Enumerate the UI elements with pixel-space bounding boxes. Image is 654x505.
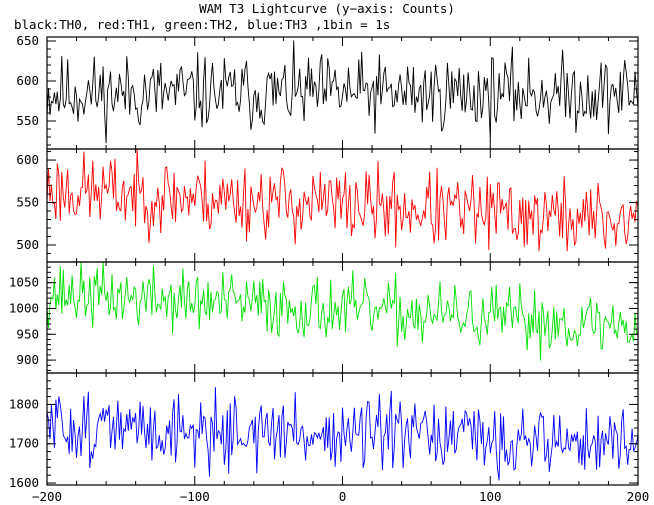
y-tick-label-th3: 1800 — [9, 396, 39, 411]
series-line-th0 — [46, 40, 639, 144]
y-tick-label-th0: 550 — [16, 113, 39, 128]
panel-frame-th2 — [46, 261, 639, 374]
y-tick-label-th1: 550 — [16, 195, 39, 210]
x-tick-label: −100 — [180, 489, 210, 504]
y-tick-label-th3: 1700 — [9, 436, 39, 451]
x-tick-label: 0 — [339, 489, 347, 504]
x-tick-label: −200 — [32, 489, 62, 504]
series-line-th2 — [46, 261, 639, 361]
x-tick-label: 100 — [479, 489, 502, 504]
series-line-th1 — [46, 148, 639, 252]
chart-subtitle: black:TH0, red:TH1, green:TH2, blue:TH3 … — [14, 17, 391, 32]
chart-title: WAM T3 Lightcurve (y−axis: Counts) — [199, 1, 455, 16]
x-tick-label: 200 — [627, 489, 650, 504]
series-line-th3 — [46, 387, 639, 481]
y-tick-label-th0: 650 — [16, 33, 39, 48]
y-tick-label-th1: 600 — [16, 152, 39, 167]
y-tick-label-th1: 500 — [16, 237, 39, 252]
y-tick-label-th3: 1600 — [9, 475, 39, 490]
y-tick-label-th2: 900 — [16, 352, 39, 367]
y-tick-label-th0: 600 — [16, 73, 39, 88]
y-tick-label-th2: 1000 — [9, 300, 39, 315]
y-tick-label-th2: 950 — [16, 326, 39, 341]
y-tick-label-th2: 1050 — [9, 275, 39, 290]
panel-frame-th3 — [46, 372, 639, 486]
